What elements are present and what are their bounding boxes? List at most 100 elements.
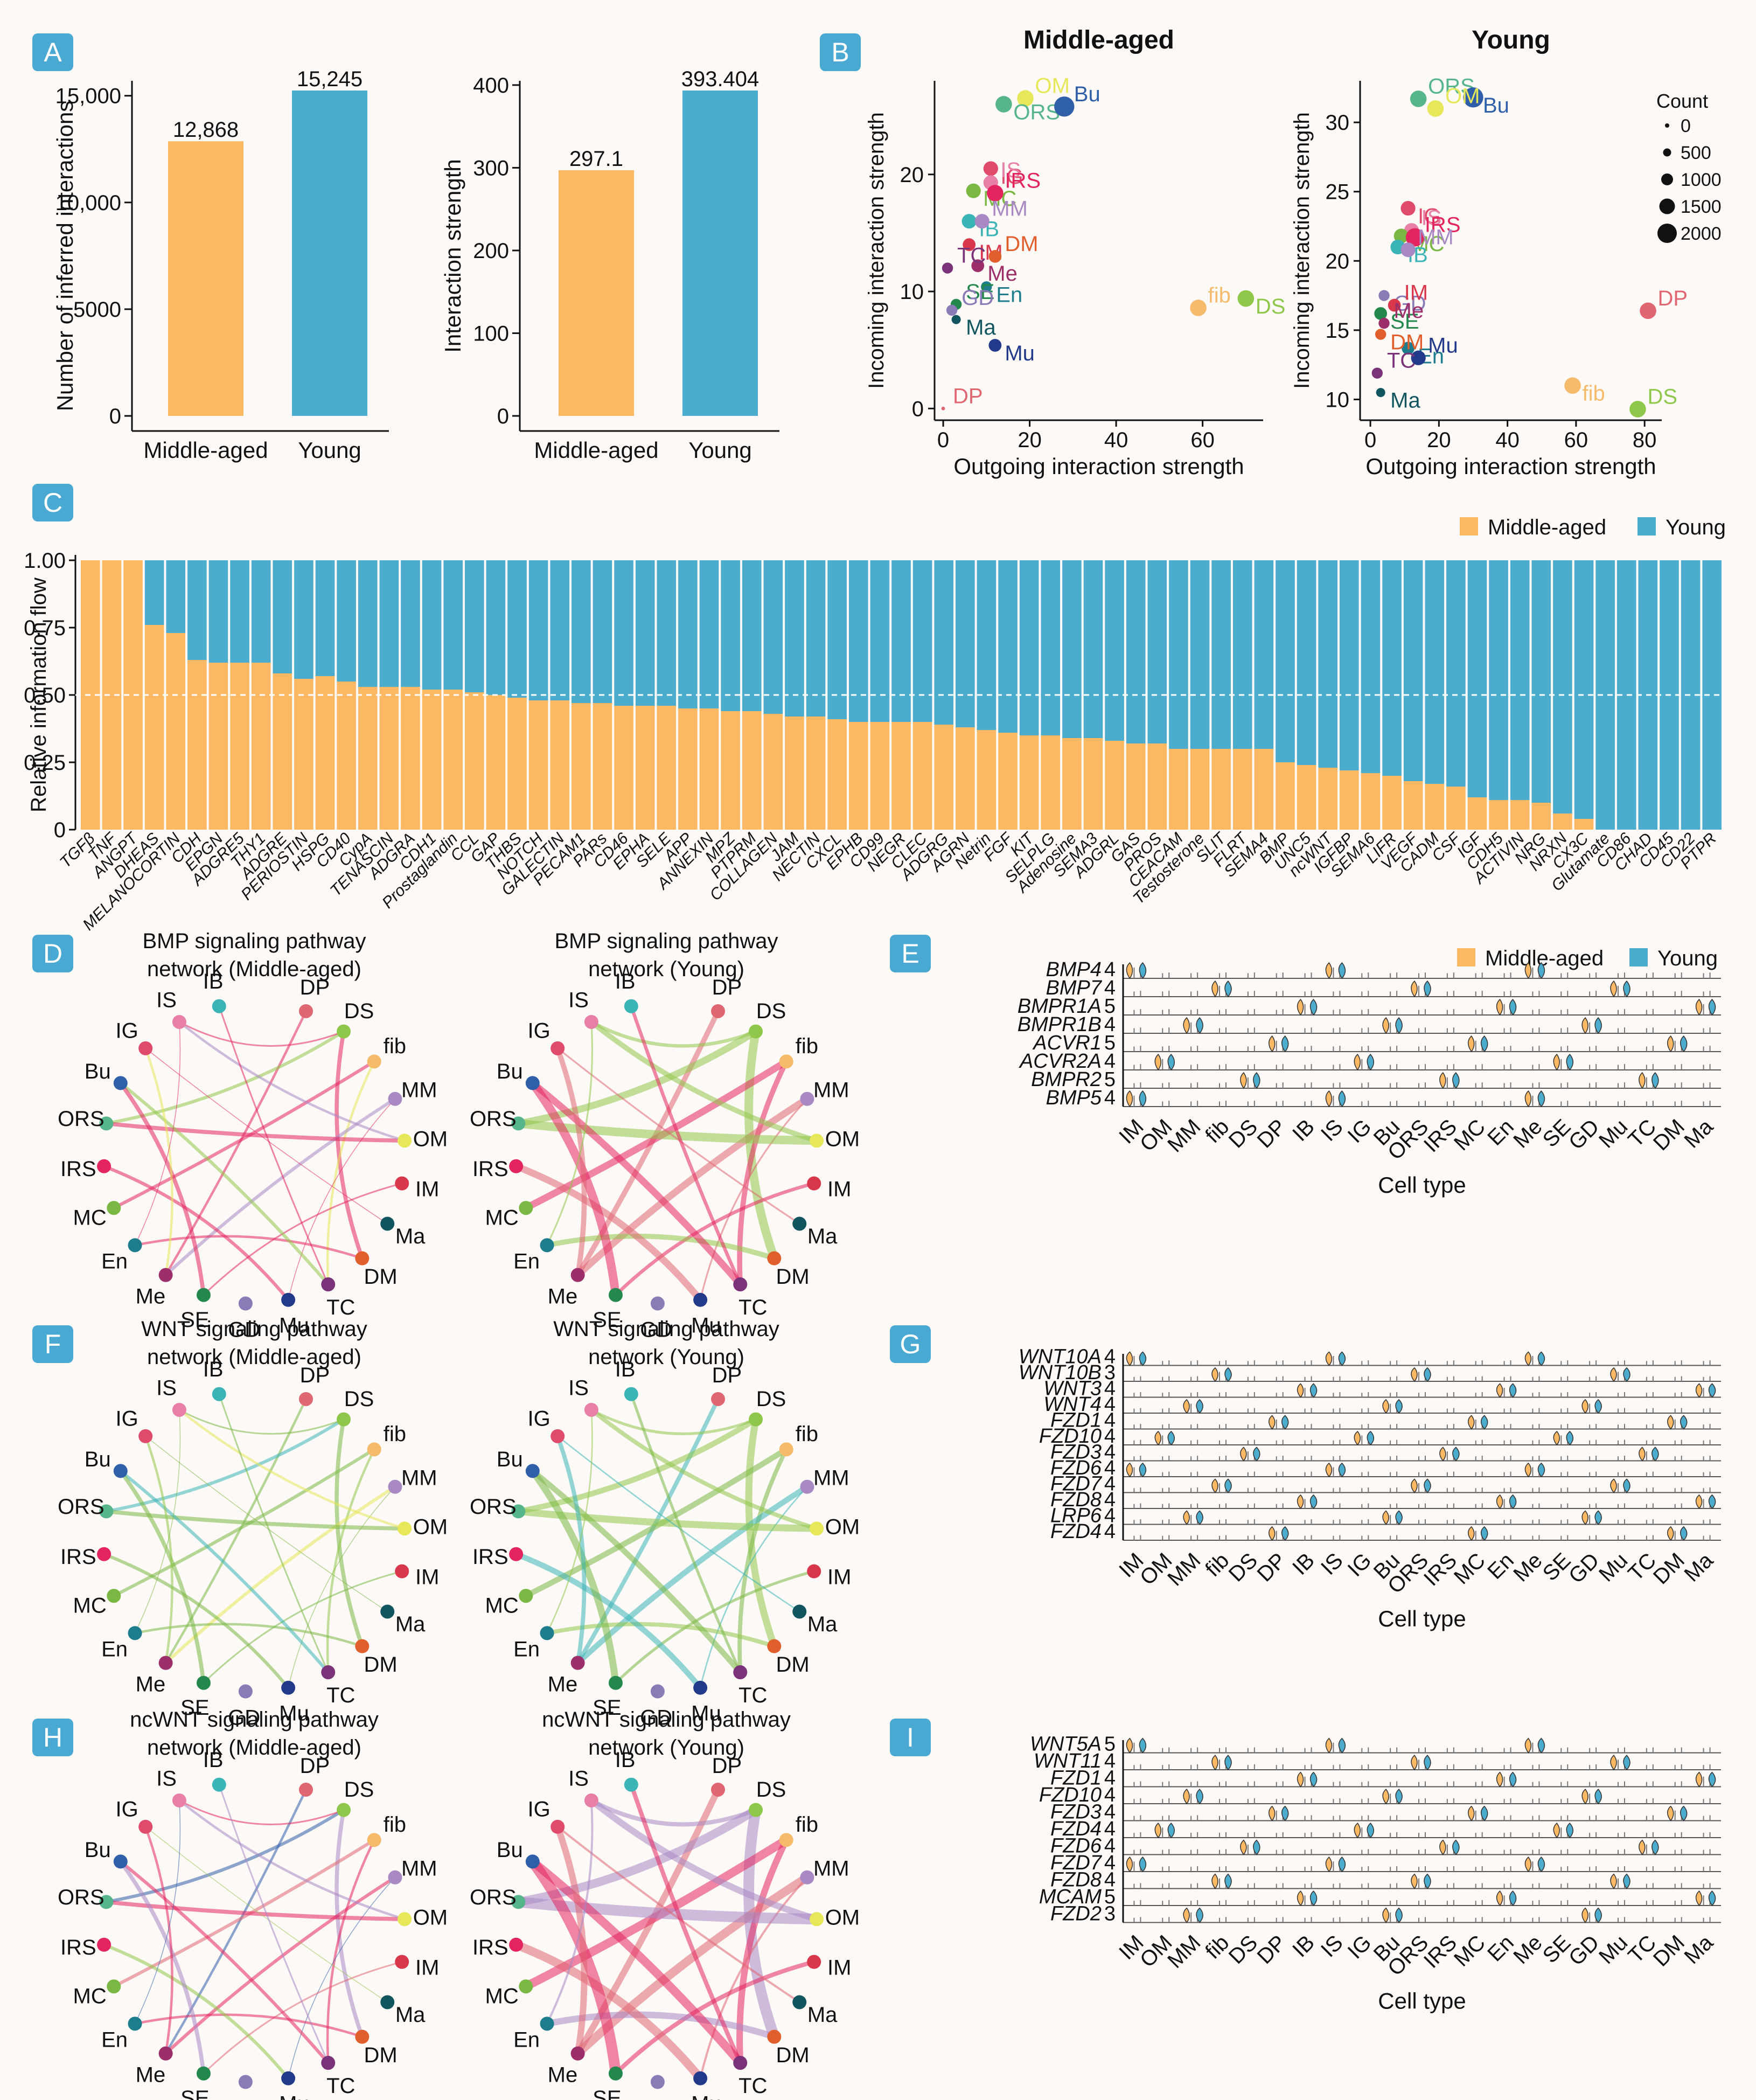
violin-middle	[1581, 1510, 1588, 1525]
network-node	[99, 1895, 114, 1909]
network-node-label: DM	[776, 1653, 810, 1677]
network-node	[540, 1626, 554, 1640]
point	[988, 339, 1002, 352]
network-node-label: Me	[548, 1285, 578, 1309]
y-tick-label: 10	[1326, 388, 1350, 412]
network-node	[138, 1819, 153, 1834]
legend-label-young: Young	[1666, 516, 1726, 539]
network-edge	[630, 1393, 742, 1673]
bar-middle	[1147, 743, 1167, 830]
gene-label: MCAM	[1039, 1886, 1102, 1908]
network-edge	[557, 1435, 800, 1612]
violin-middle	[1553, 1430, 1560, 1446]
network-node	[212, 1777, 226, 1792]
x-axis-title: Cell type	[1378, 1172, 1466, 1198]
violin-young	[1652, 1072, 1659, 1089]
bar-young	[208, 560, 228, 663]
bar-middle	[1361, 773, 1381, 830]
point-label: GD	[961, 286, 994, 310]
network-edge	[629, 1005, 742, 1285]
gene-max: 4	[1104, 1818, 1116, 1840]
violin-middle	[1325, 1462, 1333, 1478]
network-node	[711, 1392, 726, 1406]
point	[1629, 401, 1646, 418]
violin-middle	[1524, 1737, 1532, 1754]
network-edge	[179, 1409, 344, 1435]
point	[987, 185, 1004, 201]
bar-middle	[1489, 800, 1508, 830]
network-node-label: IRS	[60, 1936, 96, 1959]
bar-young	[1062, 560, 1082, 738]
panel-label-box	[890, 1719, 931, 1756]
violin-young	[1594, 1789, 1602, 1805]
network-node	[367, 1442, 381, 1457]
violin-middle	[1439, 1072, 1446, 1089]
gene-max: 5	[1104, 1886, 1116, 1908]
network-node	[608, 1288, 623, 1302]
gene-max: 4	[1104, 1441, 1116, 1464]
network-node	[380, 1216, 395, 1231]
violin-middle	[1382, 1907, 1389, 1923]
y-tick-label: 0	[109, 405, 121, 428]
bar-middle	[1254, 749, 1274, 830]
network-node-label: MC	[485, 1206, 519, 1230]
cell-type-label: IS	[1316, 1115, 1348, 1146]
violin-middle	[1126, 962, 1133, 979]
violin-middle	[1695, 998, 1703, 1016]
point-label: DP	[1658, 287, 1688, 310]
network-node-label: SE	[593, 1696, 621, 1720]
network-node-label: ORS	[470, 1495, 517, 1519]
network-node	[570, 1268, 585, 1282]
network-edge	[135, 1235, 363, 1260]
point	[1388, 298, 1401, 312]
bar-middle	[144, 625, 164, 830]
violin-young	[1167, 1430, 1175, 1446]
network-node	[767, 1251, 782, 1265]
legend-swatch-young	[1637, 517, 1656, 536]
bar-middle	[230, 663, 249, 830]
gene-label: FZD4	[1050, 1818, 1102, 1840]
violin-middle	[1610, 1478, 1617, 1493]
violin-young	[1537, 1856, 1545, 1873]
cell-type-label: DP	[1253, 1115, 1291, 1152]
y-axis-title: Relative information flow	[27, 578, 51, 812]
edges	[514, 1784, 818, 2081]
bar-young	[572, 560, 591, 703]
network-node	[540, 1238, 554, 1253]
violin-middle	[1297, 1383, 1304, 1398]
bar-middle	[721, 711, 740, 830]
bar-middle	[1340, 770, 1359, 830]
violin-middle	[1439, 1839, 1446, 1855]
violin-young	[1309, 1383, 1318, 1398]
network-node-label: ORS	[470, 1886, 517, 1909]
bar-young	[806, 560, 826, 717]
y-tick-label: 30	[1326, 111, 1350, 135]
network-d1: BMP signaling pathway network (Middle-age…	[58, 929, 448, 1341]
network-node-label: MM	[813, 1857, 849, 1881]
bar-middle	[550, 700, 570, 830]
network-node	[711, 1782, 726, 1797]
x-tick-label: Young	[688, 437, 752, 463]
x-tick-label: 60	[1564, 428, 1588, 452]
bar-middle	[166, 633, 186, 830]
bar-chart-a2: 0 100 200 300 400 297.1 Middle-aged 393.404 Youn…	[440, 67, 779, 463]
point-label: IRS	[1005, 169, 1041, 193]
y-tick-label: 15,000	[55, 85, 121, 108]
network-node	[525, 1464, 540, 1478]
bar-middle	[1211, 749, 1231, 830]
network-node	[800, 1479, 814, 1494]
network-node-label: IS	[156, 1376, 177, 1400]
edges	[103, 1784, 405, 2080]
y-tick-label: 100	[473, 322, 509, 345]
violin-middle	[1240, 1072, 1247, 1089]
bar-young	[358, 560, 378, 687]
network-edge	[164, 1789, 308, 2054]
x-tick-label: 0	[1364, 428, 1376, 452]
point-label: TC	[957, 244, 986, 268]
bar-middle	[763, 714, 783, 830]
violin-middle	[1297, 1494, 1304, 1510]
bar-middle	[891, 722, 911, 830]
gene-label: FZD1	[1050, 1409, 1102, 1432]
network-edge	[614, 1959, 815, 2075]
bar-young	[1403, 560, 1423, 781]
